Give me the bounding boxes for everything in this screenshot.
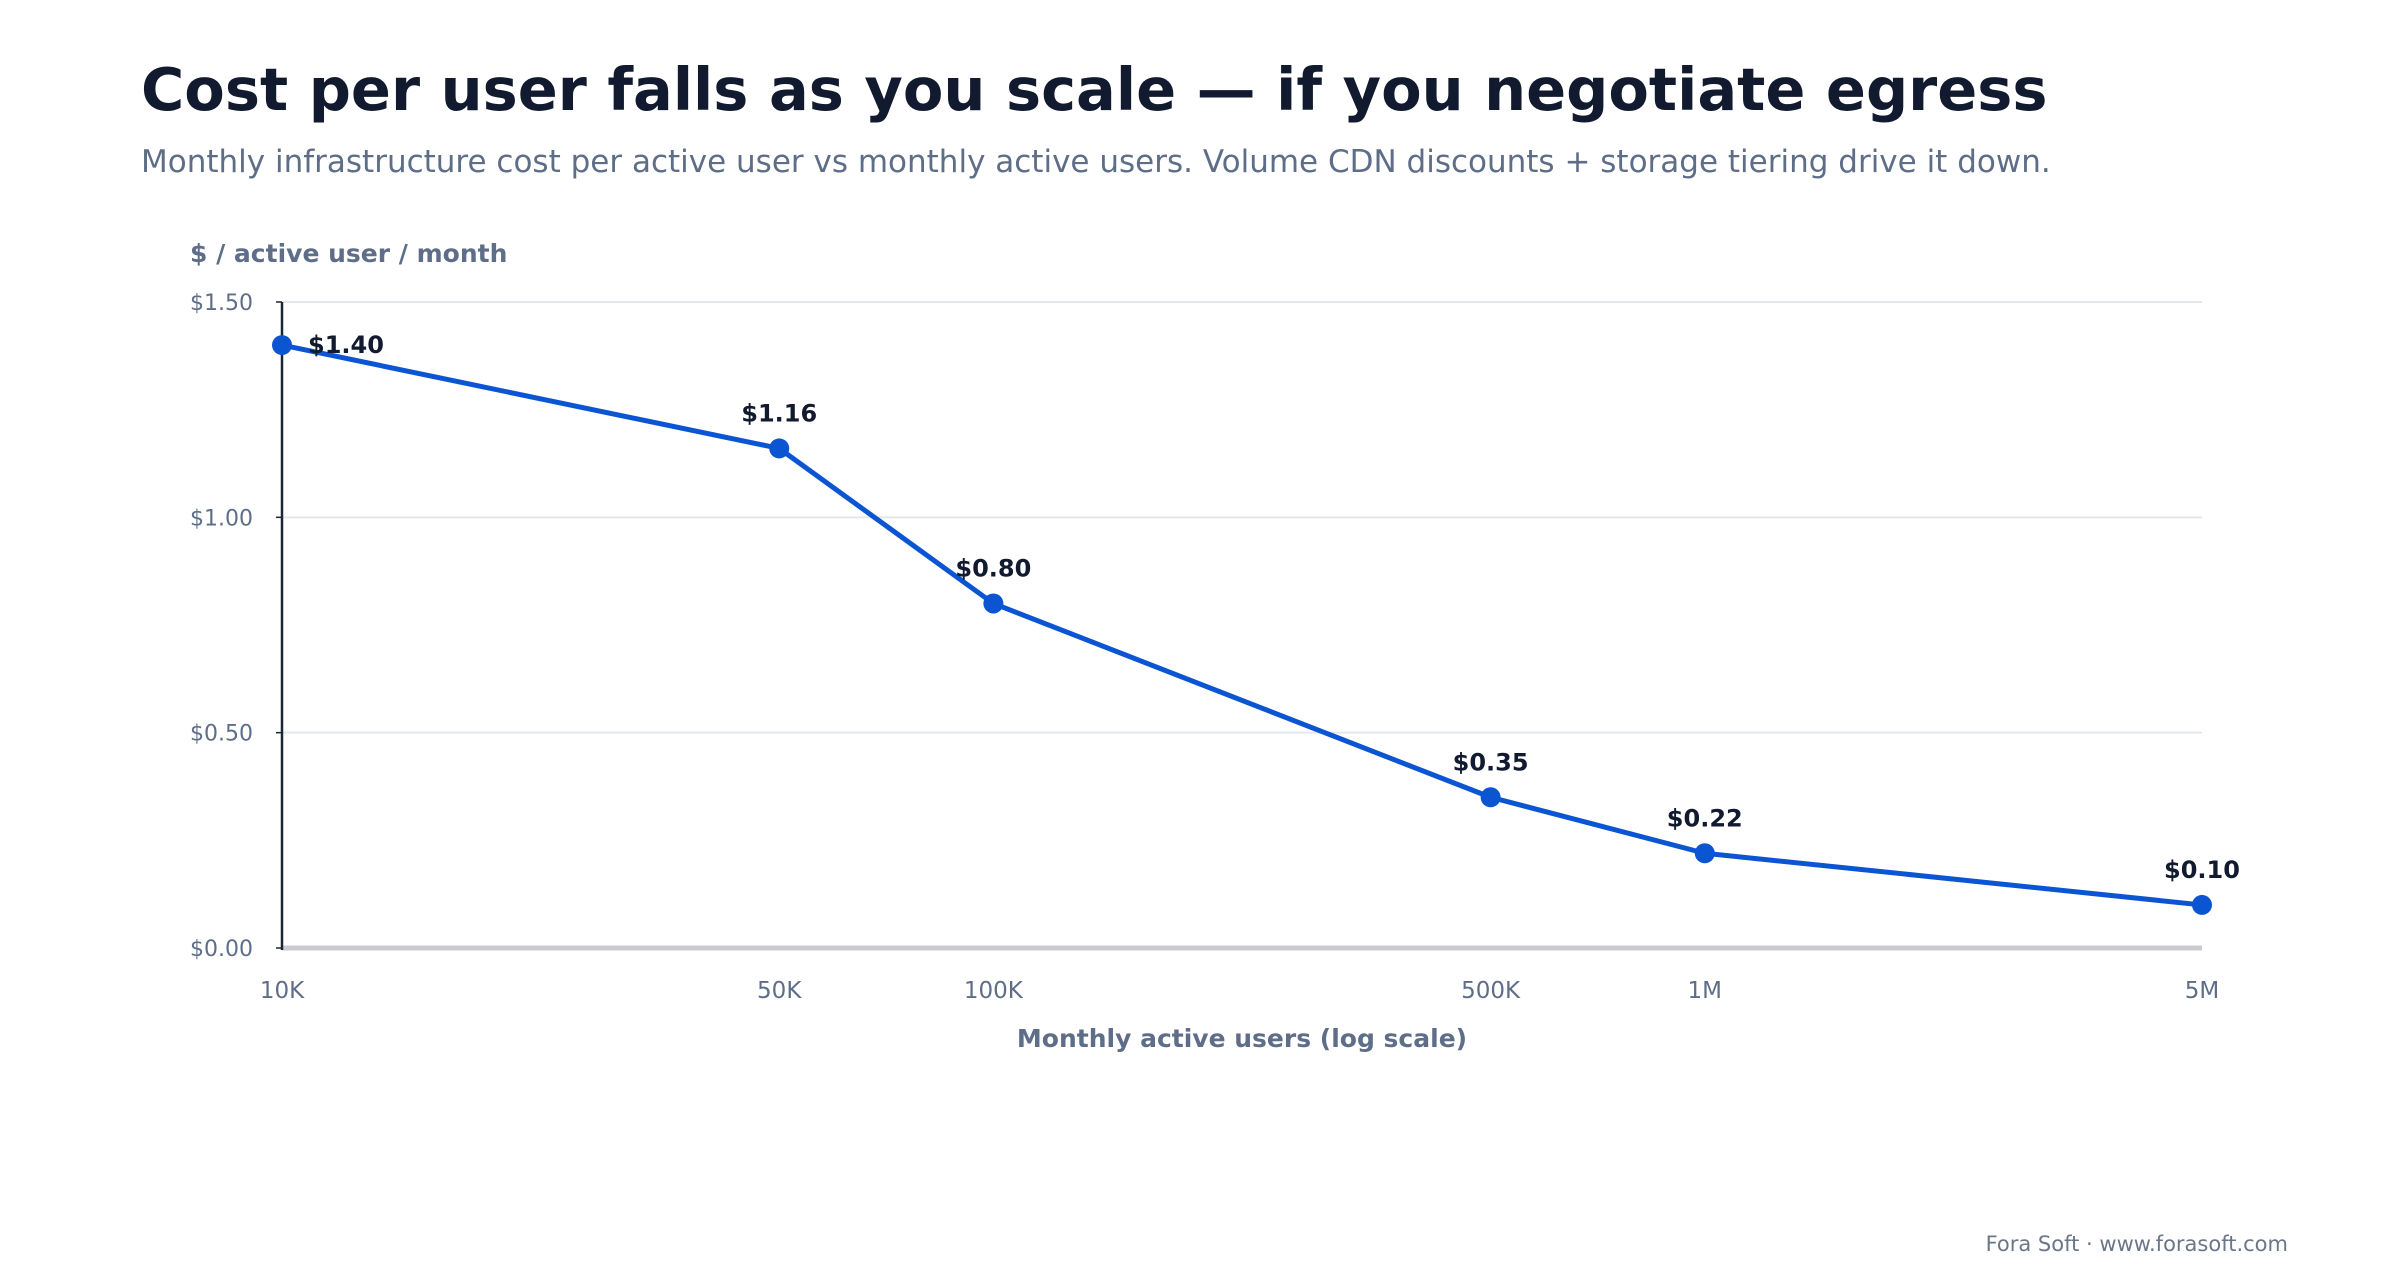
data-label: $0.80 [955, 554, 1031, 582]
data-point [983, 593, 1004, 614]
x-tick-label: 1M [1688, 978, 1722, 1004]
y-tick-label: $0.00 [190, 937, 253, 962]
x-tick-label: 50K [757, 978, 802, 1004]
y-tick-label: $1.50 [190, 291, 253, 316]
chart-title: Cost per user falls as you scale — if yo… [141, 55, 2048, 124]
x-tick-label: 500K [1461, 978, 1521, 1004]
x-tick-label: 5M [2185, 978, 2219, 1004]
chart-subtitle: Monthly infrastructure cost per active u… [141, 144, 2051, 180]
x-tick-label: 100K [964, 978, 1024, 1004]
series-line [279, 342, 2205, 908]
data-point [1480, 787, 1501, 808]
data-point [769, 438, 790, 459]
data-point [272, 335, 292, 356]
y-tick-label: $1.00 [190, 506, 253, 531]
y-tick-label: $0.50 [190, 722, 253, 747]
data-point [1694, 843, 1715, 864]
footer-credit: Fora Soft · www.forasoft.com [1985, 1232, 2288, 1256]
data-label: $0.22 [1667, 804, 1743, 832]
axes [276, 301, 2202, 951]
y-axis-title: $ / active user / month [190, 239, 507, 268]
series-line-layer [272, 335, 2212, 915]
x-axis-title: Monthly active users (log scale) [1017, 1024, 1467, 1053]
data-label: $0.10 [2164, 856, 2240, 884]
labels: $0.00 $0.50 $1.00 $1.50 10K 50K 100K 500K 1M 5M Mo… [190, 239, 2240, 1053]
gridlines [282, 301, 2202, 734]
x-tick-label: 10K [260, 978, 305, 1004]
data-label: $1.40 [308, 331, 384, 359]
data-label: $0.35 [1453, 748, 1529, 776]
data-point [2192, 894, 2212, 915]
data-label: $1.16 [741, 399, 817, 427]
